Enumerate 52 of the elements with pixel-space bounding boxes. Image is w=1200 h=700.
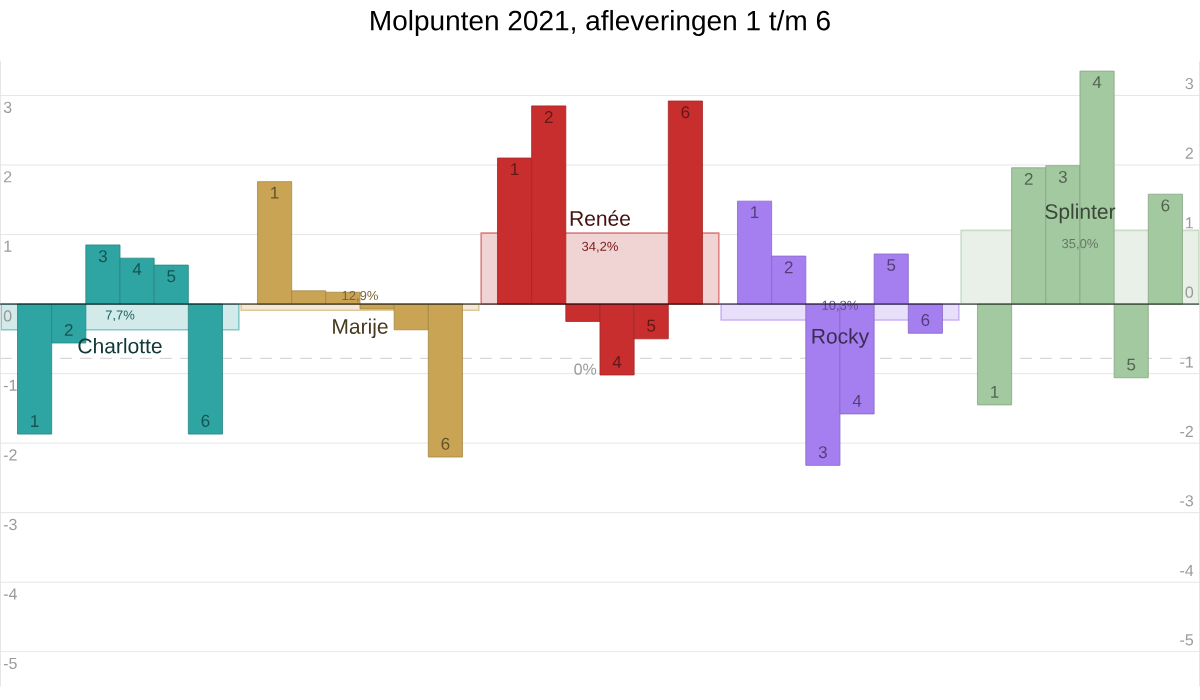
text: 2 bbox=[544, 111, 553, 123]
x-tick-label: Rocky bbox=[812, 328, 870, 348]
x-tick-label: Renée bbox=[570, 210, 630, 226]
y-tick-label: 1 bbox=[4, 240, 12, 252]
text: 4 bbox=[1092, 76, 1102, 89]
y-tick-label: 0 bbox=[3, 310, 12, 322]
text: 1 bbox=[511, 163, 519, 175]
y-tick-label: 3 bbox=[3, 101, 12, 113]
text: 3 bbox=[98, 250, 107, 263]
y2-tick-label: 0 bbox=[1185, 286, 1194, 298]
y-tick-label: -1 bbox=[3, 379, 17, 391]
x-tick-label: Charlotte bbox=[78, 337, 162, 354]
text: 1 bbox=[751, 206, 759, 219]
annotation: 7,7% bbox=[105, 310, 135, 322]
text: 4 bbox=[612, 356, 622, 368]
y-tick-label: -2 bbox=[3, 449, 17, 461]
text: 6 bbox=[681, 106, 690, 119]
y2-tick-label: 1 bbox=[1186, 217, 1193, 229]
x-tick-label: Marije bbox=[333, 318, 388, 339]
text: 1 bbox=[991, 385, 999, 398]
chart-title: Molpunten 2021, afleveringen 1 t/m 6 bbox=[371, 9, 830, 37]
y2-tick-label: -5 bbox=[1180, 634, 1194, 646]
text: 1 bbox=[31, 415, 39, 427]
annotation: 0% bbox=[574, 363, 597, 375]
annotation: 35,0% bbox=[1062, 238, 1098, 250]
text: 5 bbox=[1127, 358, 1136, 371]
text: 6 bbox=[441, 437, 450, 450]
text: 6 bbox=[201, 414, 210, 427]
text: 2 bbox=[1024, 172, 1033, 185]
series-label: 2 bbox=[784, 261, 793, 274]
series-label: 6 bbox=[1161, 199, 1170, 212]
text: 6 bbox=[921, 314, 930, 327]
y-tick-label: -5 bbox=[3, 657, 17, 670]
y2-tick-label: -2 bbox=[1180, 425, 1193, 437]
text: 5 bbox=[647, 319, 656, 332]
series-label: 1 bbox=[271, 186, 279, 199]
y-tick-label: -3 bbox=[3, 518, 17, 531]
text: 2 bbox=[64, 323, 73, 336]
series-label: 3 bbox=[1058, 170, 1067, 183]
y-tick-label: 2 bbox=[4, 171, 12, 183]
text: 3 bbox=[818, 446, 827, 459]
y2-tick-label: -3 bbox=[1180, 495, 1194, 507]
y2-tick-label: -4 bbox=[1180, 564, 1194, 576]
series-label: 5 bbox=[167, 270, 176, 283]
annotation: 34,2% bbox=[582, 241, 618, 253]
series-label: 4 bbox=[132, 263, 142, 276]
text: 4 bbox=[852, 395, 862, 407]
y-tick-label: -4 bbox=[3, 588, 17, 600]
y2-tick-label: -1 bbox=[1180, 356, 1193, 368]
y2-tick-label: 3 bbox=[1185, 77, 1194, 90]
y2-tick-label: 2 bbox=[1185, 147, 1193, 159]
text: 5 bbox=[887, 259, 896, 272]
